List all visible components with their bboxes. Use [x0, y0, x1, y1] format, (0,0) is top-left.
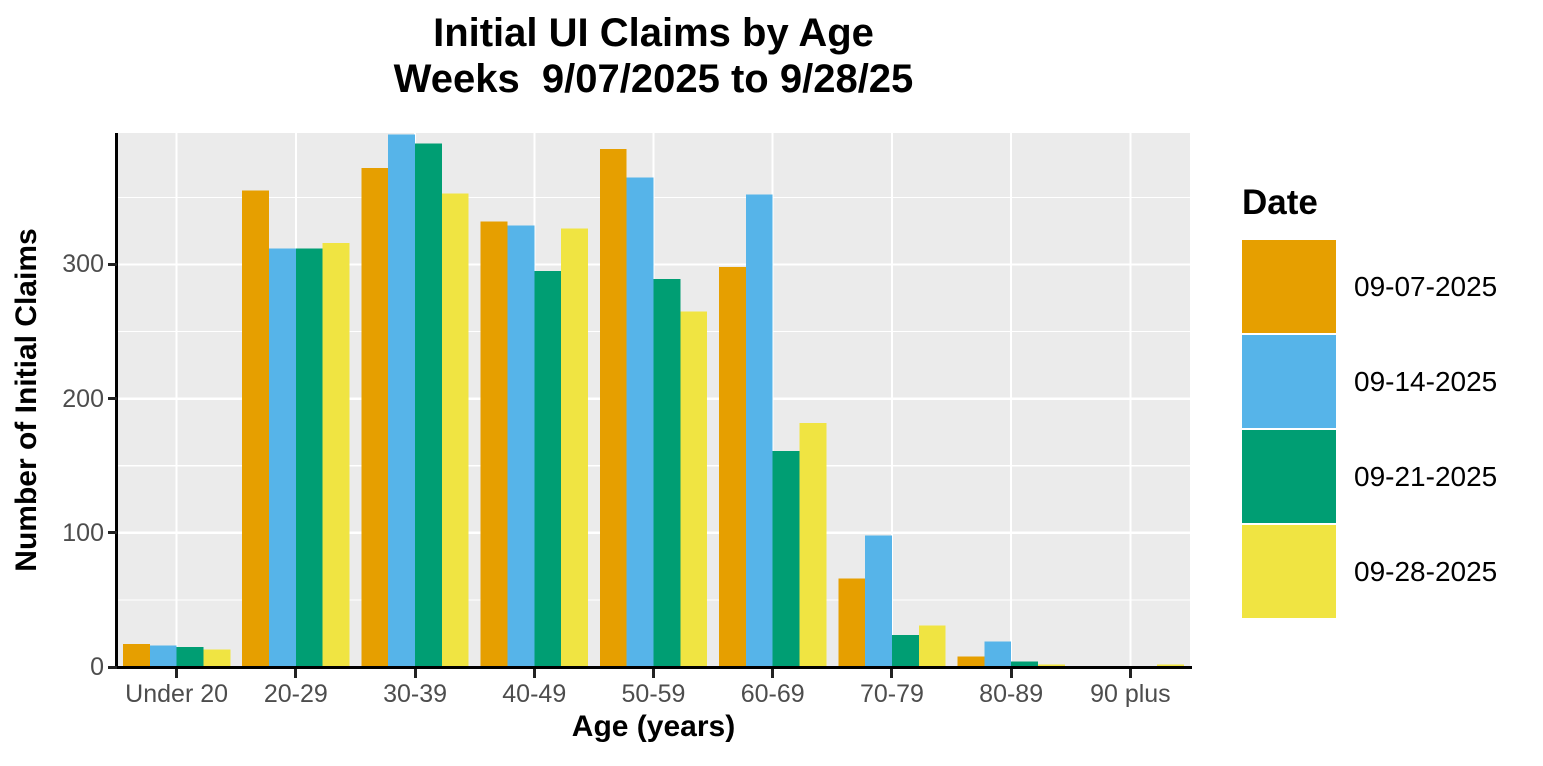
bar-chart-canvas [117, 133, 1190, 668]
x-tick-label-Under 20: Under 20 [125, 680, 229, 708]
legend-item-09-28-2025: 09-28-2025 [1242, 525, 1497, 618]
bar-09-07-2025-50-59 [599, 149, 627, 668]
bar-09-14-2025-20-29 [269, 248, 296, 667]
bar-09-28-2025-20-29 [322, 243, 350, 667]
bar-09-28-2025-Under 20 [203, 649, 231, 667]
y-axis-line [115, 133, 118, 669]
bar-09-14-2025-Under 20 [149, 645, 177, 667]
legend-key-09-28-2025 [1242, 525, 1336, 618]
y-tick-mark-0 [108, 665, 117, 669]
legend-key-09-21-2025 [1242, 430, 1336, 523]
x-tick-mark-50-59 [652, 669, 655, 678]
x-tick-label-20-29: 20-29 [263, 680, 328, 708]
bar-09-14-2025-30-39 [388, 134, 416, 668]
legend-key-09-14-2025 [1242, 335, 1336, 428]
bar-09-21-2025-Under 20 [176, 646, 204, 667]
y-tick-label-0: 0 [90, 653, 104, 681]
bar-09-07-2025-40-49 [480, 221, 508, 667]
plot-panel [117, 133, 1190, 668]
bar-09-21-2025-60-69 [772, 450, 800, 667]
chart-title: Initial UI Claims by Age Weeks 9/07/2025… [117, 10, 1190, 102]
x-tick-mark-20-29 [294, 669, 298, 678]
bar-09-21-2025-80-89 [1011, 661, 1038, 667]
chart-title-line2: Weeks 9/07/2025 to 9/28/25 [393, 57, 914, 101]
bar-09-28-2025-70-79 [918, 625, 946, 667]
bar-09-28-2025-50-59 [680, 311, 708, 667]
legend-item-09-21-2025: 09-21-2025 [1242, 430, 1497, 523]
legend-key-09-07-2025 [1242, 240, 1336, 333]
bar-09-14-2025-50-59 [626, 177, 654, 668]
x-tick-label-70-79: 70-79 [859, 680, 924, 708]
x-tick-label-80-89: 80-89 [979, 680, 1044, 708]
x-tick-mark-40-49 [532, 669, 536, 678]
x-tick-mark-60-69 [771, 669, 775, 678]
bar-09-21-2025-30-39 [415, 143, 442, 668]
bar-09-21-2025-20-29 [295, 248, 323, 667]
bar-09-14-2025-70-79 [865, 535, 892, 667]
chart-title-line1: Initial UI Claims by Age [433, 11, 874, 55]
legend-label-09-14-2025: 09-14-2025 [1354, 365, 1498, 397]
bar-09-21-2025-40-49 [534, 271, 562, 667]
x-tick-mark-Under 20 [175, 669, 179, 678]
legend-title: Date [1242, 183, 1318, 222]
x-tick-label-90 plus: 90 plus [1090, 680, 1171, 708]
bar-09-07-2025-70-79 [838, 578, 866, 667]
bar-09-14-2025-80-89 [984, 641, 1012, 667]
y-tick-mark-200 [108, 397, 117, 401]
y-tick-label-200: 200 [62, 384, 104, 413]
bar-09-28-2025-30-39 [441, 193, 469, 667]
y-tick-label-300: 300 [62, 250, 104, 279]
bar-09-28-2025-60-69 [799, 422, 827, 667]
x-axis-line [115, 666, 1192, 669]
legend-label-09-28-2025: 09-28-2025 [1354, 555, 1498, 587]
y-tick-mark-100 [108, 531, 117, 535]
bar-09-07-2025-20-29 [242, 190, 270, 667]
legend-items: 09-07-2025 09-14-2025 09-21-2025 09-28-2025 [1242, 240, 1497, 618]
x-tick-label-50-59: 50-59 [621, 680, 686, 708]
bar-09-14-2025-60-69 [745, 194, 773, 667]
legend-item-09-07-2025: 09-07-2025 [1242, 240, 1497, 333]
y-tick-mark-300 [108, 262, 117, 266]
bar-09-28-2025-90 plus [1157, 664, 1185, 667]
x-tick-mark-90 plus [1128, 669, 1132, 678]
bar-09-07-2025-30-39 [361, 167, 389, 667]
legend-item-09-14-2025: 09-14-2025 [1242, 335, 1497, 428]
x-tick-mark-70-79 [890, 669, 894, 678]
x-axis-title: Age (years) [571, 710, 736, 743]
bar-09-14-2025-40-49 [507, 225, 535, 667]
bar-09-07-2025-80-89 [957, 656, 985, 667]
bar-09-28-2025-40-49 [561, 228, 588, 668]
bar-09-28-2025-80-89 [1037, 664, 1065, 667]
x-tick-label-40-49: 40-49 [502, 680, 567, 708]
bar-09-21-2025-50-59 [653, 279, 681, 667]
legend-label-09-21-2025: 09-21-2025 [1354, 460, 1498, 492]
x-tick-mark-80-89 [1009, 669, 1013, 678]
bar-09-21-2025-70-79 [891, 634, 919, 667]
x-tick-mark-30-39 [413, 669, 417, 678]
y-tick-label-100: 100 [62, 518, 104, 547]
bar-09-07-2025-60-69 [719, 267, 746, 667]
bar-09-07-2025-Under 20 [122, 644, 150, 667]
x-tick-label-60-69: 60-69 [740, 680, 805, 708]
legend-label-09-07-2025: 09-07-2025 [1354, 270, 1498, 302]
legend: Date 09-07-2025 09-14-2025 09-21-2025 09-28… [1242, 183, 1497, 620]
x-tick-label-30-39: 30-39 [383, 680, 448, 708]
